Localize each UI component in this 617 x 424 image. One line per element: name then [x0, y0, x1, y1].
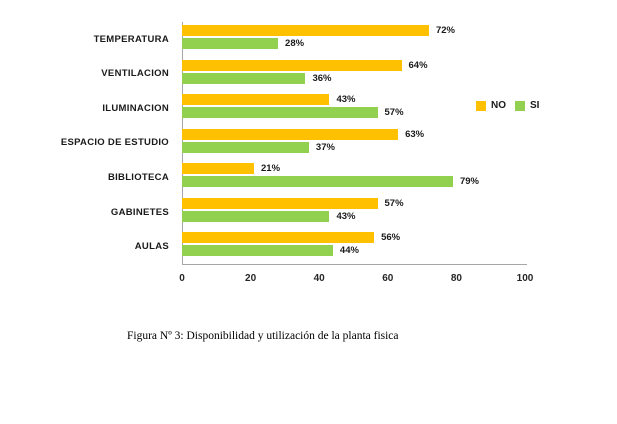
bar-si	[182, 107, 378, 119]
bar-si	[182, 245, 333, 257]
bar-line: 57%	[182, 107, 404, 119]
chart-row: AULAS 56% 44%	[0, 229, 600, 264]
plot-rows: TEMPERATURA 72% 28% VENTILACION 64% 36% ILUMIN…	[0, 22, 600, 264]
bar-line: 63%	[182, 128, 425, 140]
value-label: 44%	[339, 245, 359, 257]
bars-cell: 43% 57%	[182, 91, 404, 126]
category-label: AULAS	[134, 241, 169, 253]
bar-line: 56%	[182, 232, 401, 244]
chart-row: VENTILACION 64% 36%	[0, 57, 600, 92]
value-label: 57%	[384, 107, 404, 119]
value-label: 57%	[384, 197, 404, 209]
legend-swatch-no	[476, 100, 486, 111]
value-label: 21%	[261, 163, 281, 175]
bar-line: 37%	[182, 141, 424, 153]
legend-swatch-si	[515, 100, 525, 111]
x-axis-line	[182, 264, 527, 265]
bar-line: 28%	[182, 38, 455, 49]
legend-label-no: NO	[491, 100, 506, 111]
bars-cell: 63% 37%	[182, 126, 424, 161]
legend: NO SI	[476, 100, 539, 111]
x-tick-label: 80	[450, 273, 462, 284]
bars-cell: 57% 43%	[182, 195, 404, 230]
x-tick-label: 40	[313, 273, 325, 284]
value-label: 43%	[336, 210, 356, 222]
value-label: 37%	[315, 141, 335, 153]
value-label: 28%	[285, 38, 305, 49]
bar-no	[182, 25, 429, 36]
bars-cell: 21% 79%	[182, 160, 479, 195]
x-tick-label: 60	[382, 273, 394, 284]
bar-line: 43%	[182, 94, 404, 106]
bar-no	[182, 59, 402, 71]
bar-line: 36%	[182, 72, 428, 84]
bar-line: 79%	[182, 176, 479, 188]
chart-row: ESPACIO DE ESTUDIO 63% 37%	[0, 126, 600, 161]
bar-no	[182, 163, 255, 175]
chart-row: ILUMINACION 43% 57%	[0, 91, 600, 126]
bar-no	[182, 197, 378, 209]
bar-line: 44%	[182, 245, 400, 257]
value-label: 56%	[381, 232, 401, 244]
value-label: 43%	[336, 94, 356, 106]
category-label: ESPACIO DE ESTUDIO	[60, 137, 169, 149]
bar-si	[182, 72, 306, 84]
category-label: VENTILACION	[101, 68, 169, 80]
bar-line: 57%	[182, 197, 404, 209]
legend-label-si: SI	[530, 100, 540, 111]
bar-si	[182, 210, 330, 222]
bar-no	[182, 94, 330, 106]
category-label: ILUMINACION	[102, 102, 169, 114]
figure-caption: Figura Nº 3: Disponibilidad y utilizació…	[127, 330, 399, 342]
bars-cell: 64% 36%	[182, 57, 428, 92]
x-tick-label: 20	[245, 273, 257, 284]
value-label: 36%	[312, 72, 332, 84]
bar-line: 43%	[182, 210, 404, 222]
category-label: GABINETES	[110, 206, 169, 218]
chart-row: BIBLIOTECA 21% 79%	[0, 160, 600, 195]
bar-no	[182, 232, 375, 244]
bars-cell: 72% 28%	[182, 22, 455, 57]
bar-line: 72%	[182, 25, 455, 36]
x-tick-label: 100	[516, 273, 534, 284]
bar-no	[182, 128, 399, 140]
bars-cell: 56% 44%	[182, 229, 400, 264]
bar-si	[182, 38, 279, 49]
x-axis-ticks: 0 20 40 60 80 100	[0, 273, 617, 287]
value-label: 79%	[459, 176, 479, 188]
x-tick-label: 0	[179, 273, 185, 284]
chart-row: GABINETES 57% 43%	[0, 195, 600, 230]
bar-si	[182, 141, 309, 153]
bar-line: 21%	[182, 163, 479, 175]
value-label: 64%	[408, 59, 428, 71]
bar-si	[182, 176, 453, 188]
category-label: BIBLIOTECA	[107, 172, 169, 184]
category-label: TEMPERATURA	[93, 33, 169, 45]
bar-line: 64%	[182, 59, 428, 71]
value-label: 63%	[405, 128, 425, 140]
value-label: 72%	[435, 25, 455, 36]
chart-row: TEMPERATURA 72% 28%	[0, 22, 600, 57]
